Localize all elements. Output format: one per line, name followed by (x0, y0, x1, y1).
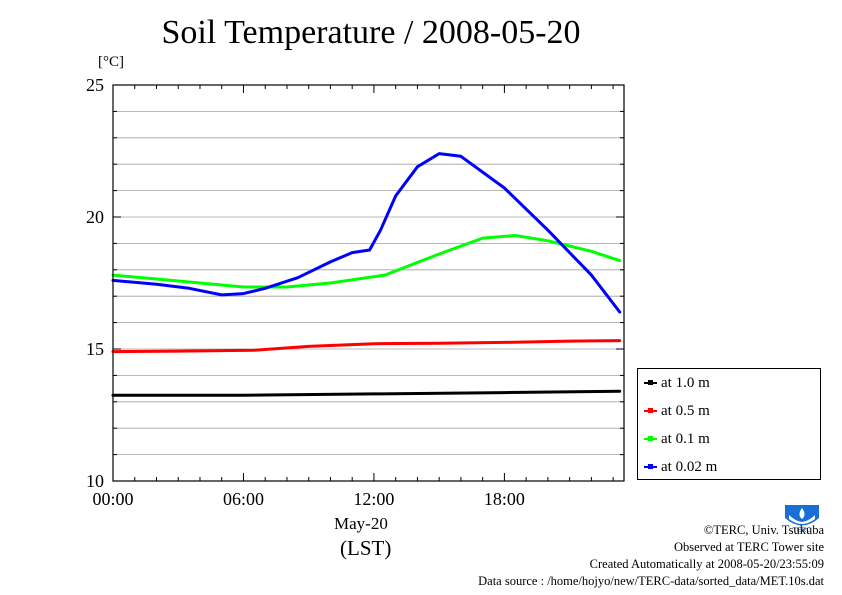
y-tick-label: 10 (86, 471, 104, 491)
y-tick-label: 15 (86, 339, 104, 359)
legend-label: at 0.1 m (661, 430, 710, 447)
legend-swatch (644, 380, 657, 385)
legend-item: at 1.0 m (638, 369, 820, 397)
x-tick-label: 18:00 (484, 489, 525, 509)
footer: ©TERC, Univ. Tsukuba Observed at TERC To… (478, 522, 824, 590)
x-tick-label: 12:00 (353, 489, 394, 509)
plot-frame (112, 84, 625, 482)
x-axis-label: (LST) (340, 536, 392, 560)
site-text: Observed at TERC Tower site (673, 540, 824, 554)
series-line (111, 152, 622, 314)
legend-swatch (644, 408, 657, 413)
legend-item: at 0.02 m (638, 453, 820, 481)
copyright-text: ©TERC, Univ. Tsukuba (703, 523, 824, 537)
source-text: Data source : /home/hojyo/new/TERC-data/… (478, 574, 824, 588)
created-text: Created Automatically at 2008-05-20/23:5… (589, 557, 824, 571)
legend: at 1.0 m at 0.5 m at 0.1 m at 0.02 m (637, 368, 821, 480)
logo-text: TERC (792, 527, 811, 533)
legend-item: at 0.1 m (638, 425, 820, 453)
legend-swatch (644, 436, 657, 441)
y-axis-unit: [°C] (98, 54, 124, 70)
terc-logo: TERC (785, 505, 819, 533)
y-tick-label: 25 (86, 75, 104, 95)
series-line (111, 339, 622, 354)
y-tick-label: 20 (86, 207, 104, 227)
x-tick-label: 06:00 (223, 489, 264, 509)
axis-layer: 10 15 20 25 00:00 06:00 12:00 18:00 (86, 75, 625, 509)
series-line (111, 389, 622, 397)
legend-label: at 0.02 m (661, 458, 718, 475)
series-line (111, 234, 622, 289)
legend-swatch (644, 464, 657, 469)
x-tick-label: 00:00 (92, 489, 133, 509)
series-layer (111, 152, 622, 397)
legend-label: at 1.0 m (661, 374, 710, 391)
chart-title: Soil Temperature / 2008-05-20 (161, 14, 581, 51)
grid-layer (113, 111, 624, 456)
x-axis-category: May-20 (334, 514, 388, 533)
legend-label: at 0.5 m (661, 402, 710, 419)
legend-item: at 0.5 m (638, 397, 820, 425)
